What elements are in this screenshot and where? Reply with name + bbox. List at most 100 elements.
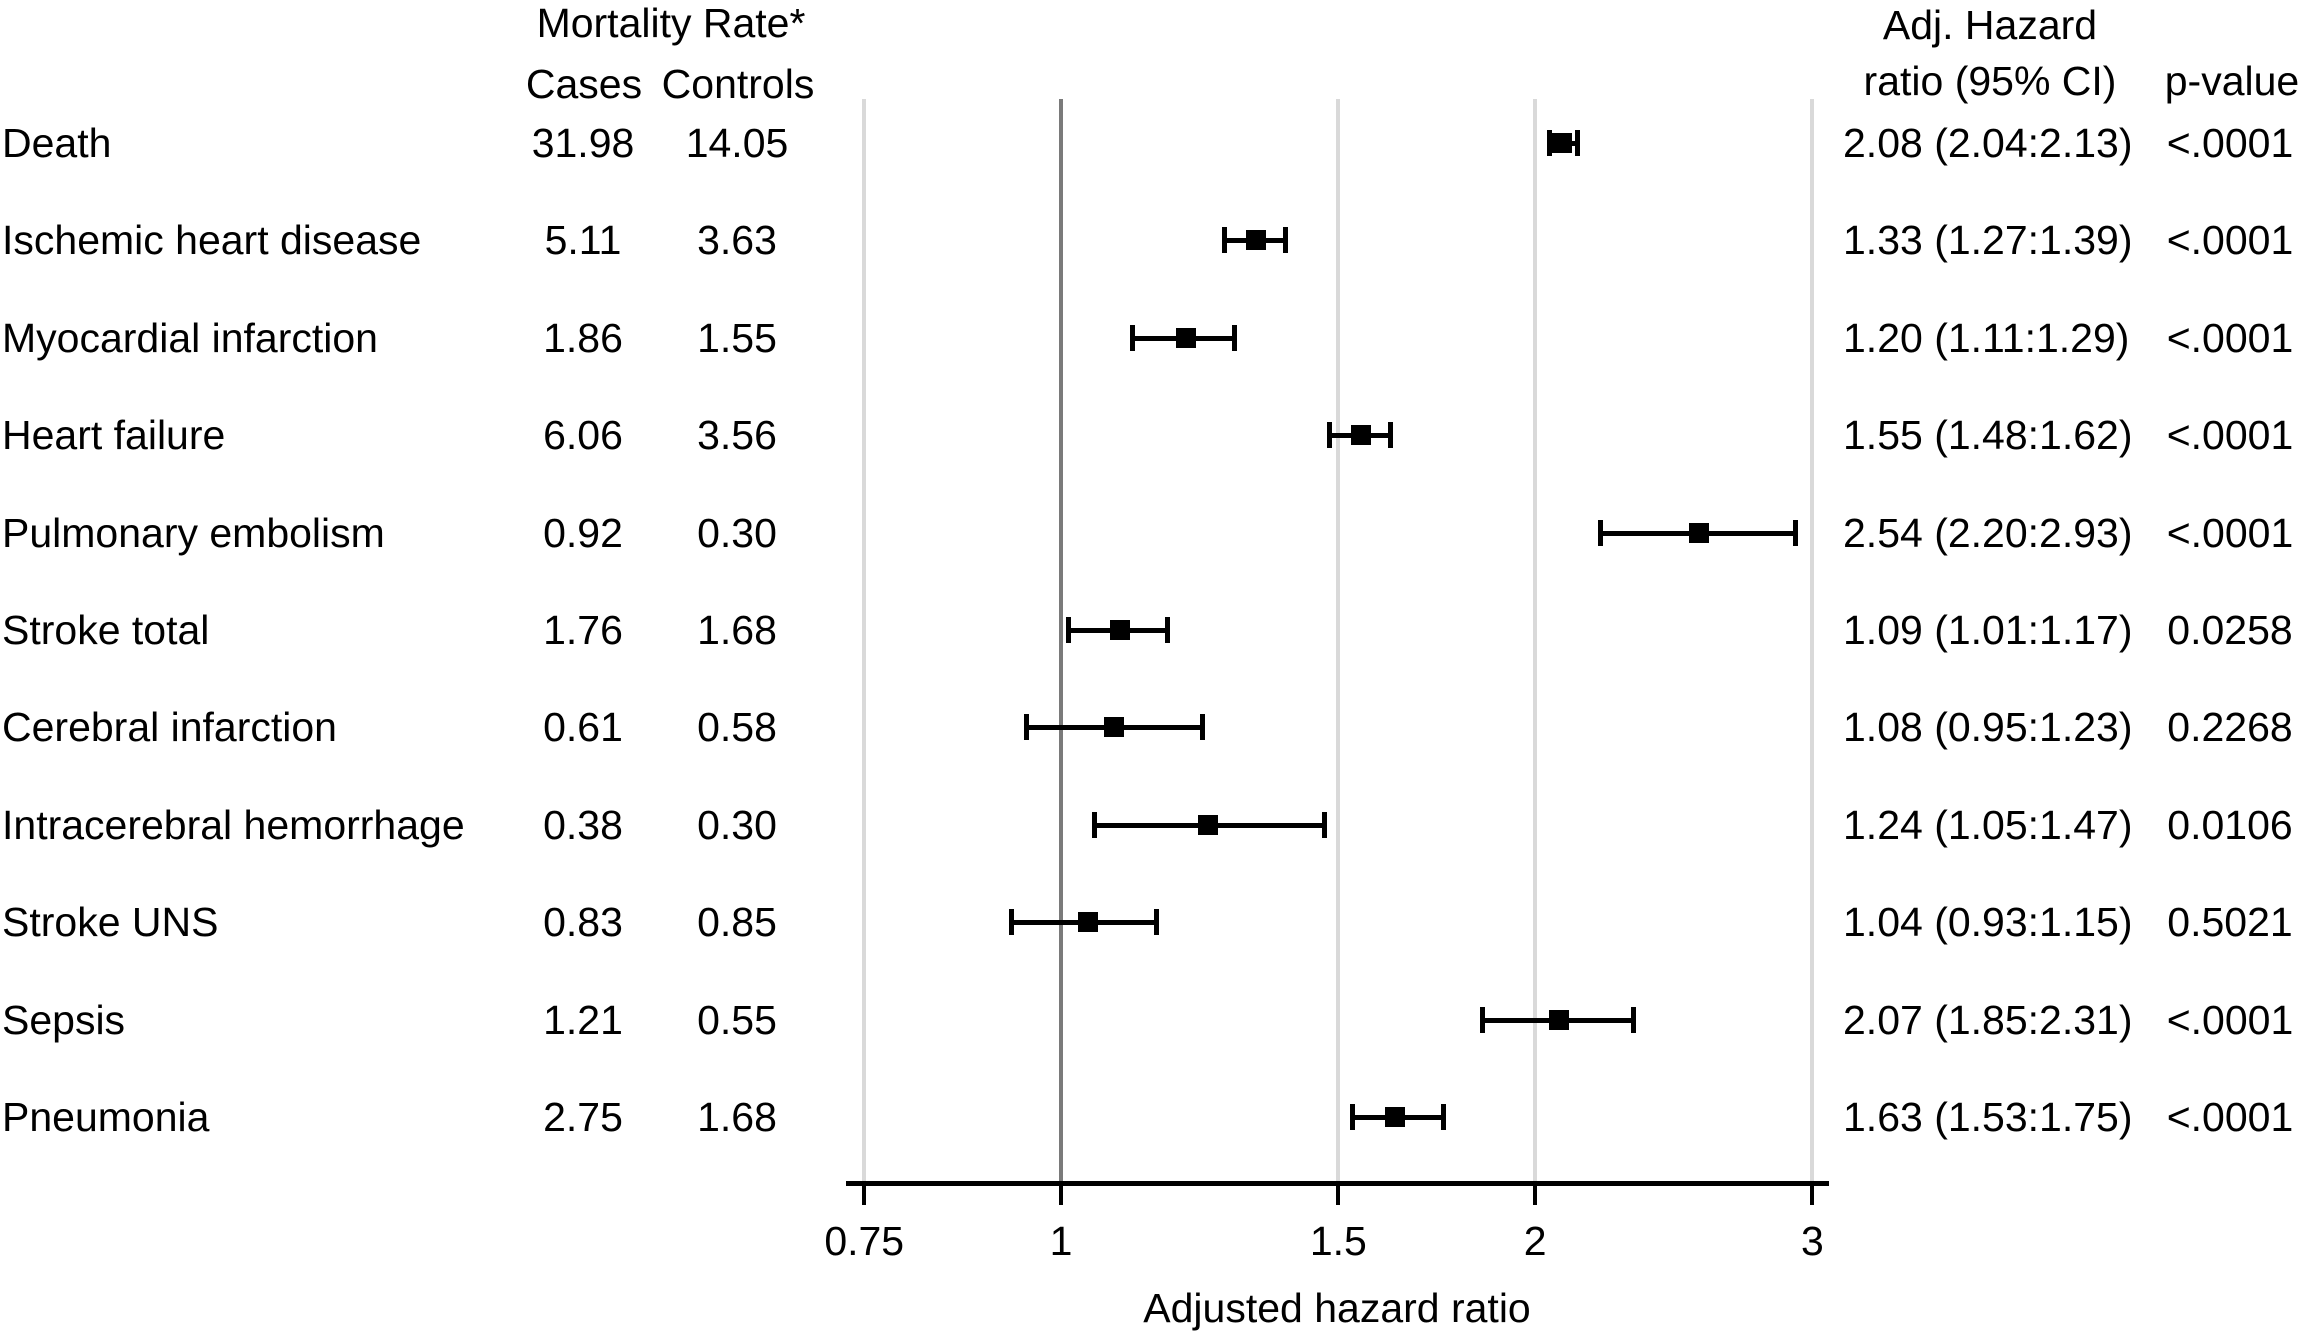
hr-ci-value: 2.54 (2.20:2.93) [1843,510,2133,556]
controls-value: 0.85 [697,899,777,945]
outcome-label: Death [2,120,112,166]
ci-cap-left [1598,520,1604,546]
cases-value: 31.98 [531,120,635,166]
gridline-1.5 [1336,99,1341,1181]
controls-value: 1.68 [697,1094,777,1140]
controls-value: 0.30 [697,510,777,556]
ci-cap-right [1387,422,1393,448]
gridline-2 [1533,99,1538,1181]
cases-column-header: Cases [525,61,643,107]
outcome-label: Cerebral infarction [2,704,337,750]
controls-value: 1.55 [697,315,777,361]
hr-ci-value: 1.33 (1.27:1.39) [1843,217,2133,263]
gridline-0.75 [862,99,867,1181]
controls-column-header: Controls [661,61,815,107]
outcome-label: Heart failure [2,412,226,458]
p-value: <.0001 [2166,510,2294,556]
outcome-label: Pulmonary embolism [2,510,385,556]
outcome-label: Pneumonia [2,1094,210,1140]
point-estimate-marker [1385,1107,1406,1127]
ci-cap-left [1065,617,1071,643]
ci-cap-right [1793,520,1799,546]
ci-cap-right [1283,227,1289,253]
mortality-rate-header: Mortality Rate* [536,0,806,46]
ci-cap-left [1479,1007,1485,1033]
ci-cap-right [1153,909,1159,935]
ci-cap-left [1023,714,1029,740]
x-axis-tick-label: 1 [1049,1218,1073,1264]
x-axis-tick-2 [1533,1183,1538,1205]
cases-value: 0.92 [543,510,623,556]
ci-cap-right [1440,1104,1446,1130]
ci-cap-left [1349,1104,1355,1130]
outcome-label: Intracerebral hemorrhage [2,802,465,848]
ci-cap-left [1009,909,1015,935]
adj-hazard-header-line1: Adj. Hazard [1882,2,2098,48]
ci-cap-left [1092,812,1098,838]
x-axis-tick-0.75 [862,1183,867,1205]
point-estimate-marker [1175,328,1196,348]
p-value: <.0001 [2166,120,2294,166]
p-value: 0.2268 [2167,704,2293,750]
ci-cap-right [1575,130,1581,156]
hr-ci-value: 1.08 (0.95:1.23) [1843,704,2133,750]
p-value: <.0001 [2166,217,2294,263]
hr-ci-value: 1.55 (1.48:1.62) [1843,412,2133,458]
reference-line-hr-1 [1059,99,1063,1181]
hr-ci-value: 2.08 (2.04:2.13) [1843,120,2133,166]
cases-value: 5.11 [544,217,622,263]
p-value: <.0001 [2166,1094,2294,1140]
outcome-label: Sepsis [2,997,126,1043]
controls-value: 0.58 [697,704,777,750]
ci-cap-right [1321,812,1327,838]
gridline-3 [1810,99,1815,1181]
point-estimate-marker [1103,717,1124,737]
cases-value: 0.83 [543,899,623,945]
controls-value: 0.55 [697,997,777,1043]
point-estimate-marker [1109,620,1130,640]
point-estimate-marker [1077,912,1098,932]
ci-cap-right [1630,1007,1636,1033]
cases-value: 1.21 [543,997,623,1043]
cases-value: 0.38 [543,802,623,848]
point-estimate-marker [1350,425,1371,445]
p-value: 0.0106 [2167,802,2293,848]
ci-cap-left [1222,227,1228,253]
ci-cap-right [1199,714,1205,740]
p-value-column-header: p-value [2164,58,2300,104]
outcome-label: Ischemic heart disease [2,217,422,263]
ci-cap-right [1232,325,1238,351]
cases-value: 0.61 [543,704,623,750]
x-axis-tick-label: 1.5 [1309,1218,1367,1264]
p-value: <.0001 [2166,997,2294,1043]
outcome-label: Stroke total [2,607,210,653]
point-estimate-marker [1246,230,1267,250]
x-axis-tick-1.5 [1336,1183,1341,1205]
p-value: 0.0258 [2167,607,2293,653]
controls-value: 3.56 [697,412,777,458]
outcome-label: Myocardial infarction [2,315,378,361]
cases-value: 1.76 [543,607,623,653]
hr-ci-value: 2.07 (1.85:2.31) [1843,997,2133,1043]
controls-value: 3.63 [697,217,777,263]
hr-ci-value: 1.04 (0.93:1.15) [1843,899,2133,945]
hr-ci-value: 1.63 (1.53:1.75) [1843,1094,2133,1140]
controls-value: 14.05 [685,120,789,166]
hr-ci-value: 1.20 (1.11:1.29) [1843,315,2130,361]
outcome-label: Stroke UNS [2,899,219,945]
p-value: <.0001 [2166,412,2294,458]
point-estimate-marker [1688,523,1709,543]
x-axis-tick-label: 0.75 [824,1218,905,1264]
controls-value: 0.30 [697,802,777,848]
ci-cap-right [1165,617,1171,643]
x-axis-tick-label: 3 [1801,1218,1824,1264]
x-axis-tick-1 [1059,1183,1063,1205]
cases-value: 1.86 [543,315,623,361]
p-value: 0.5021 [2167,899,2293,945]
p-value: <.0001 [2166,315,2294,361]
adj-hazard-header-line2: ratio (95% CI) [1863,58,2117,104]
cases-value: 2.75 [543,1094,623,1140]
ci-cap-left [1327,422,1333,448]
point-estimate-marker [1198,815,1219,835]
hr-ci-value: 1.24 (1.05:1.47) [1843,802,2133,848]
